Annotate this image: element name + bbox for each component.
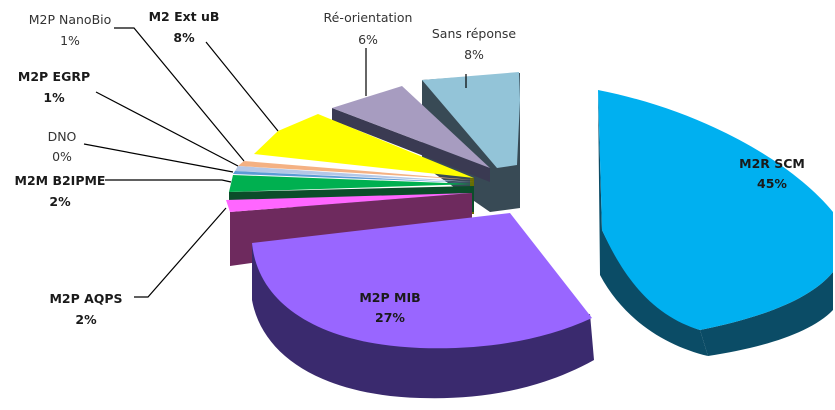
label-m2p-nanobio-name: M2P NanoBio <box>29 12 112 27</box>
label-m2p-egrp-value: 1% <box>43 90 65 105</box>
slice-sans-reponse-top <box>422 72 520 168</box>
label-m2p-nanobio-value: 1% <box>60 33 80 48</box>
slice-m2p-mib <box>252 213 594 399</box>
label-m2-ext-ub-name: M2 Ext uB <box>149 9 220 24</box>
label-m2-ext-ub-value: 8% <box>173 30 195 45</box>
label-m2p-aqps-name: M2P AQPS <box>49 291 122 306</box>
slice-m2-ext-ub-top <box>254 114 474 178</box>
slice-m2p-nanobio <box>238 161 474 180</box>
slice-re-orientation-top <box>332 86 490 168</box>
slice-m2r-scm-top <box>598 90 833 330</box>
slice-m2m-b2ipme-top <box>229 175 474 192</box>
slice-re-orientation-side <box>332 108 490 182</box>
label-dno-value: 0% <box>52 149 72 164</box>
slice-sans-reponse <box>422 72 520 212</box>
slice-m2p-aqps-top <box>226 193 472 212</box>
label-re-orientation-value: 6% <box>358 32 378 47</box>
label-sans-reponse-name: Sans réponse <box>432 26 517 41</box>
slice-dno-top <box>233 171 474 183</box>
leader-line-m2m-b2ipme <box>105 179 232 183</box>
label-m2r-scm-value: 45% <box>757 176 787 191</box>
slice-m2p-mib-top <box>252 213 592 349</box>
slice-m2r-scm-side <box>598 90 708 356</box>
label-m2p-mib-name: M2P MIB <box>359 290 420 305</box>
slice-m2r-scm <box>598 90 833 356</box>
leader-line-m2p-aqps <box>134 207 227 298</box>
slice-m2p-egrp-top <box>235 166 474 182</box>
slice-m2p-mib-side <box>252 243 594 399</box>
label-m2m-b2ipme-name: M2M B2IPME <box>15 173 106 188</box>
label-m2p-egrp-name: M2P EGRP <box>18 69 90 84</box>
label-re-orientation-name: Ré-orientation <box>324 10 413 25</box>
leader-line-dno <box>83 143 234 173</box>
label-m2r-scm-name: M2R SCM <box>739 156 805 171</box>
slice-dno <box>233 171 474 183</box>
leader-line-m2p-nanobio <box>114 27 245 162</box>
leader-line-m2-ext-ub <box>205 41 279 132</box>
label-dno-name: DNO <box>48 129 77 144</box>
leader-line-m2p-egrp <box>95 91 239 167</box>
label-m2p-mib-value: 27% <box>375 310 405 325</box>
labels: M2R SCM 45% M2P MIB 27% M2P AQPS 2% M2M … <box>15 9 805 327</box>
label-sans-reponse-value: 8% <box>464 47 484 62</box>
slice-m2p-egrp <box>235 166 474 182</box>
leader-lines <box>83 27 467 298</box>
label-m2m-b2ipme-value: 2% <box>49 194 71 209</box>
slice-re-orientation <box>332 86 490 182</box>
label-m2p-aqps-value: 2% <box>75 312 97 327</box>
slice-m2r-scm-side-right <box>700 272 833 356</box>
slice-m2p-nanobio-top <box>238 161 474 180</box>
